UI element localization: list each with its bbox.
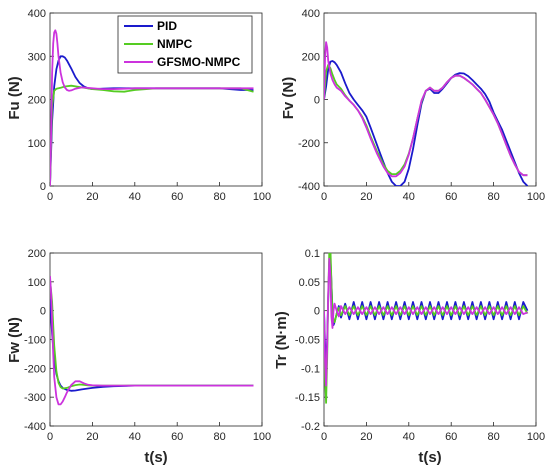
ytick-label: 100 xyxy=(28,277,46,289)
ytick-label: 200 xyxy=(28,95,46,107)
ylabel-fu: Fu (N) xyxy=(6,76,23,119)
xtick-label: 80 xyxy=(487,431,499,443)
legend-label-gfsmo-nmpc: GFSMO-NMPC xyxy=(157,55,241,69)
ytick-label: -0.15 xyxy=(295,392,320,404)
xtick-label: 40 xyxy=(129,431,141,443)
series-line-gfsmo-nmpc-fw xyxy=(50,276,254,406)
legend-label-pid: PID xyxy=(157,19,177,33)
xtick-label: 100 xyxy=(253,191,271,203)
axes-frame-fv xyxy=(323,12,537,187)
ytick-label: 300 xyxy=(28,51,46,63)
ytick-label: 0 xyxy=(314,306,320,318)
ytick-label: 200 xyxy=(302,51,320,63)
axes-frame-tr xyxy=(323,252,537,427)
xtick-label: 60 xyxy=(171,191,183,203)
ytick-label: -400 xyxy=(24,421,46,433)
xtick-label: 60 xyxy=(171,431,183,443)
ylabel-tr: Tr (N·m) xyxy=(273,311,290,369)
series-line-nmpc-fu xyxy=(50,84,254,186)
xtick-label: 100 xyxy=(527,191,545,203)
xtick-label: 40 xyxy=(129,191,141,203)
ytick-label: 0.1 xyxy=(305,248,320,260)
ytick-label: 0 xyxy=(314,95,320,107)
series-line-pid-fw xyxy=(50,299,254,392)
xtick-label: 20 xyxy=(86,191,98,203)
ytick-label: 100 xyxy=(28,138,46,150)
xtick-label: 60 xyxy=(445,191,457,203)
ytick-label: 0 xyxy=(40,181,46,193)
xtick-label: 100 xyxy=(527,431,545,443)
series-line-nmpc-tr xyxy=(324,253,529,404)
xtick-label: 0 xyxy=(321,431,327,443)
chart-panel-tr: Tr (N·m) t(s) 0 20 40 60 80 100 -0.2 -0.15 -0.1 -… xyxy=(273,248,545,466)
ytick-label: 0 xyxy=(40,306,46,318)
xtick-label: 0 xyxy=(321,191,327,203)
xtick-label: 0 xyxy=(47,431,53,443)
ytick-label: 400 xyxy=(28,8,46,20)
xtick-label: 40 xyxy=(403,431,415,443)
xtick-label: 40 xyxy=(403,191,415,203)
xtick-label: 100 xyxy=(253,431,271,443)
ytick-label: 400 xyxy=(302,8,320,20)
ylabel-fw: Fw (N) xyxy=(6,317,23,363)
legend: PID NMPC GFSMO-NMPC xyxy=(117,15,253,74)
chart-panel-fw: Fw (N) t(s) 0 20 40 60 80 100 -400 -300 -200 -100… xyxy=(6,248,271,466)
ytick-label: -400 xyxy=(298,181,320,193)
xtick-label: 20 xyxy=(86,431,98,443)
series-line-nmpc-fw xyxy=(50,278,254,390)
series-line-gfsmo-nmpc-tr xyxy=(324,257,528,387)
ytick-label: -0.1 xyxy=(301,363,320,375)
ytick-label: -200 xyxy=(24,363,46,375)
xlabel-tr: t(s) xyxy=(418,449,441,466)
xtick-label: 80 xyxy=(213,191,225,203)
xtick-label: 20 xyxy=(360,191,372,203)
ytick-label: -0.2 xyxy=(301,421,320,433)
ytick-label: -0.05 xyxy=(295,335,320,347)
xtick-label: 80 xyxy=(213,431,225,443)
xtick-label: 0 xyxy=(47,191,53,203)
ytick-label: -200 xyxy=(298,138,320,150)
ytick-label: 200 xyxy=(28,248,46,260)
xtick-label: 60 xyxy=(445,431,457,443)
series-line-gfsmo-nmpc-fu xyxy=(50,29,254,186)
chart-panel-fv: Fv (N) 0 20 40 60 80 100 -400 -200 0 200 400 xyxy=(280,8,545,203)
ytick-label: -100 xyxy=(24,335,46,347)
ylabel-fv: Fv (N) xyxy=(280,77,297,120)
axes-frame-fw xyxy=(49,252,263,427)
series-line-gfsmo-nmpc-fv xyxy=(324,41,528,178)
series-line-pid-fu xyxy=(50,55,254,186)
xtick-label: 20 xyxy=(360,431,372,443)
legend-label-nmpc: NMPC xyxy=(157,37,193,51)
xtick-label: 80 xyxy=(487,191,499,203)
ytick-label: -300 xyxy=(24,392,46,404)
ytick-label: 0.05 xyxy=(299,277,320,289)
chart-panel-fu: Fu (N) 0 20 40 60 80 100 0 100 200 300 400 xyxy=(6,8,271,203)
xlabel-fw: t(s) xyxy=(144,449,167,466)
